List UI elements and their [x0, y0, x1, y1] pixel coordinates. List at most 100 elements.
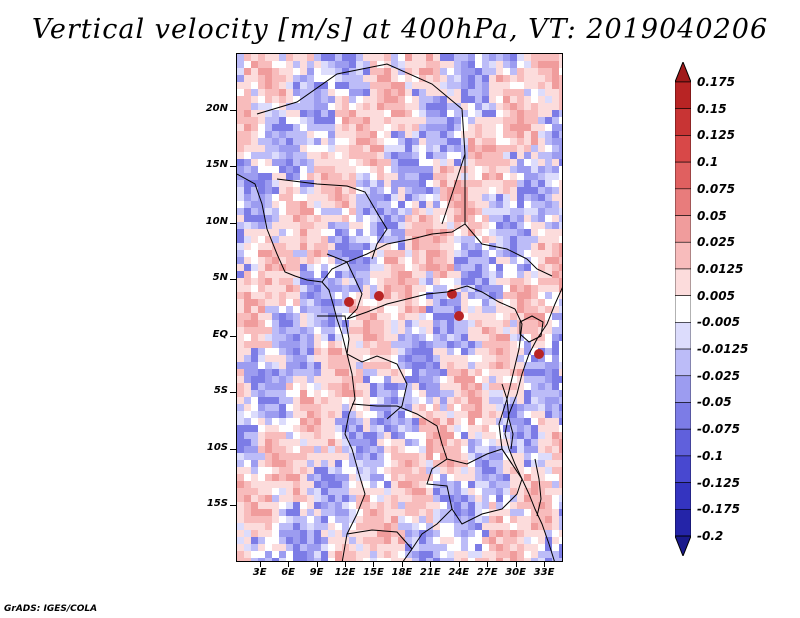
field-cell — [559, 390, 562, 397]
field-cell — [475, 404, 482, 411]
field-cell — [552, 516, 559, 523]
field-cell — [426, 383, 433, 390]
field-cell — [335, 96, 342, 103]
field-cell — [307, 110, 314, 117]
field-cell — [391, 523, 398, 530]
lon-tick — [401, 562, 403, 567]
field-cell — [321, 411, 328, 418]
field-cell — [510, 516, 517, 523]
field-cell — [545, 516, 552, 523]
field-cell — [314, 131, 321, 138]
field-cell — [482, 103, 489, 110]
field-cell — [398, 166, 405, 173]
field-cell — [454, 271, 461, 278]
field-cell — [286, 89, 293, 96]
field-cell — [468, 54, 475, 61]
field-cell — [272, 390, 279, 397]
field-cell — [531, 89, 538, 96]
field-cell — [545, 131, 552, 138]
field-cell — [342, 516, 349, 523]
field-cell — [419, 446, 426, 453]
field-cell — [349, 166, 356, 173]
field-cell — [251, 257, 258, 264]
field-cell — [370, 152, 377, 159]
field-cell — [447, 362, 454, 369]
field-cell — [524, 425, 531, 432]
field-cell — [237, 390, 244, 397]
field-cell — [405, 299, 412, 306]
field-cell — [244, 229, 251, 236]
field-cell — [398, 495, 405, 502]
field-cell — [398, 243, 405, 250]
field-cell — [370, 292, 377, 299]
field-cell — [531, 278, 538, 285]
field-cell — [244, 558, 251, 561]
field-cell — [412, 194, 419, 201]
field-cell — [454, 208, 461, 215]
field-cell — [300, 250, 307, 257]
field-cell — [433, 509, 440, 516]
field-cell — [272, 201, 279, 208]
field-cell — [503, 474, 510, 481]
field-cell — [244, 222, 251, 229]
field-cell — [503, 467, 510, 474]
field-cell — [342, 138, 349, 145]
field-cell — [552, 474, 559, 481]
field-cell — [517, 180, 524, 187]
field-cell — [356, 362, 363, 369]
field-cell — [440, 271, 447, 278]
field-cell — [503, 243, 510, 250]
field-cell — [328, 278, 335, 285]
colorbar-label: 0.0125 — [697, 261, 744, 276]
field-cell — [328, 292, 335, 299]
field-cell — [524, 110, 531, 117]
lat-label: 15N — [205, 159, 228, 171]
field-cell — [342, 306, 349, 313]
field-cell — [405, 180, 412, 187]
field-cell — [433, 327, 440, 334]
field-cell — [440, 334, 447, 341]
field-cell — [370, 425, 377, 432]
field-cell — [272, 467, 279, 474]
field-cell — [440, 285, 447, 292]
field-cell — [405, 348, 412, 355]
field-cell — [384, 502, 391, 509]
field-cell — [384, 187, 391, 194]
field-cell — [503, 110, 510, 117]
field-cell — [552, 159, 559, 166]
field-cell — [482, 292, 489, 299]
field-cell — [496, 404, 503, 411]
field-cell — [524, 383, 531, 390]
field-cell — [552, 467, 559, 474]
field-cell — [370, 103, 377, 110]
field-cell — [356, 537, 363, 544]
field-cell — [349, 278, 356, 285]
field-cell — [307, 187, 314, 194]
field-cell — [454, 243, 461, 250]
lat-label: 5S — [213, 385, 228, 397]
field-cell — [412, 425, 419, 432]
field-cell — [510, 250, 517, 257]
field-cell — [496, 187, 503, 194]
field-cell — [510, 460, 517, 467]
field-cell — [286, 257, 293, 264]
field-cell — [265, 376, 272, 383]
field-cell — [447, 481, 454, 488]
field-cell — [426, 159, 433, 166]
field-cell — [244, 271, 251, 278]
field-cell — [300, 208, 307, 215]
field-cell — [363, 110, 370, 117]
field-cell — [314, 68, 321, 75]
field-cell — [265, 523, 272, 530]
field-cell — [524, 68, 531, 75]
field-cell — [503, 222, 510, 229]
field-cell — [433, 75, 440, 82]
field-cell — [454, 369, 461, 376]
field-cell — [356, 439, 363, 446]
field-cell — [545, 369, 552, 376]
field-cell — [272, 229, 279, 236]
field-cell — [517, 341, 524, 348]
field-cell — [244, 54, 251, 61]
field-cell — [398, 460, 405, 467]
field-cell — [328, 250, 335, 257]
